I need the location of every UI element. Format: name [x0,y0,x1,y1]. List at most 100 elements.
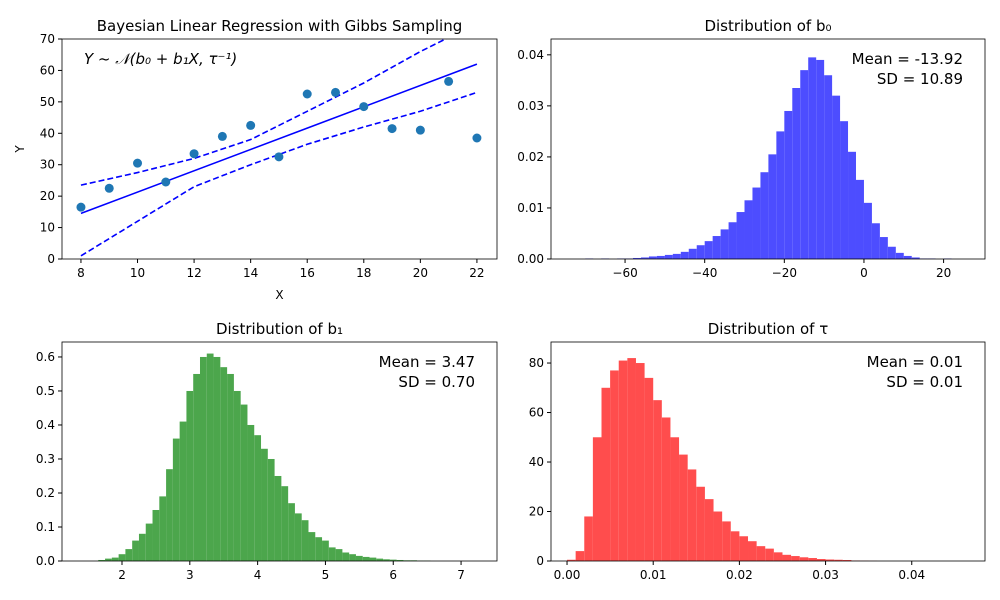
y-tick-label: 0.3 [36,452,55,466]
histogram-bar [911,257,920,259]
x-tick-label: 18 [356,266,371,280]
y-tick-label: 0.5 [36,384,55,398]
x-tick-label: 6 [389,568,397,582]
histogram-bar [704,499,714,561]
histogram-bar [760,172,769,259]
histogram-bar [166,469,173,561]
histogram-bar [383,559,390,561]
histogram-bar [592,437,602,561]
x-tick-label: 0.00 [554,568,581,582]
histogram-bar [362,556,370,561]
y-tick-label: 0.04 [517,48,544,62]
y-tick-label: 40 [40,126,55,140]
axes-frame [550,341,986,562]
x-tick-label: 4 [254,568,262,582]
histogram-bar [369,557,377,561]
x-tick-label: 7 [457,568,465,582]
histogram-bar [125,549,133,561]
interval-line [80,91,478,257]
annotation: Mean = 3.47 [379,353,475,371]
fit-line [80,63,478,215]
axes-frame [61,38,498,260]
histogram-bar [816,59,825,259]
histogram-bar [739,536,749,561]
histogram-bar [696,245,705,259]
data-point [246,120,256,130]
histogram-bar [825,559,835,561]
histogram-bar [172,438,180,561]
y-axis-label: Y [13,145,27,154]
histogram-bar [713,511,723,561]
histogram-bar [736,212,745,259]
histogram-bar [315,537,323,561]
histogram-bar [656,255,665,259]
histogram-bar [584,516,593,561]
histogram-bar [213,356,221,561]
histogram-bar [274,475,282,561]
histogram-bar [159,496,167,561]
x-tick-label: 16 [300,266,315,280]
data-point [161,177,171,187]
x-tick-label: 20 [936,266,951,280]
histogram-bar [688,248,697,259]
y-tick-label: 40 [529,455,544,469]
x-tick-label: −40 [692,266,717,280]
subplot-title: Distribution of τ [708,320,829,338]
plot-area [585,57,952,259]
histogram-bar [834,559,843,561]
histogram-bar [610,370,619,561]
histogram-bar [720,229,729,259]
y-tick-label: 30 [40,158,55,172]
histogram-bar [863,202,872,259]
x-tick-label: 3 [186,568,194,582]
x-tick-label: −60 [612,266,637,280]
histogram-bar [294,513,302,561]
x-tick-label: 0.02 [726,568,753,582]
y-tick-label: 70 [40,32,55,46]
histogram-bar [784,110,793,259]
histogram-bar [322,540,329,561]
y-tick-label: 0 [536,554,544,568]
plot-area [98,353,431,561]
histogram-bar [773,552,783,561]
histogram-bar [791,556,800,561]
histogram-bar [118,554,126,561]
histogram-bar [288,503,295,561]
x-tick-label: 0.04 [898,568,925,582]
annotation: SD = 0.01 [886,373,963,391]
data-point [274,152,284,162]
data-point [217,131,227,141]
y-tick-label: 60 [40,63,55,77]
y-tick-label: 0 [47,252,55,266]
data-point [76,202,86,212]
x-tick-label: 2 [118,568,126,582]
histogram-bar [206,353,214,561]
x-tick-label: 5 [322,568,330,582]
subplot-title: Distribution of b₀ [704,17,831,35]
histogram-bar [728,222,737,259]
data-point [472,133,482,143]
annotation: SD = 10.89 [877,70,963,88]
annotation: Mean = 0.01 [867,353,963,371]
histogram-bar [653,400,662,561]
data-point [359,102,369,112]
histogram-bar [808,558,817,561]
histogram-bar [768,154,777,259]
histogram-bar [199,356,207,561]
histogram-bar [138,533,146,561]
data-point [331,87,341,97]
x-tick-label: 0 [860,266,868,280]
histogram-bar [627,358,636,561]
data-point [104,183,114,193]
y-tick-label: 20 [529,505,544,519]
histogram-bar [680,251,689,259]
histogram-bar [744,200,753,259]
y-tick-label: 0.2 [36,486,55,500]
x-tick-label: 22 [469,266,484,280]
histogram-bar [247,424,255,561]
histogram-bar [704,241,713,259]
annotation: SD = 0.70 [398,373,475,391]
histogram-bar [679,454,688,561]
histogram-bar [145,523,153,561]
